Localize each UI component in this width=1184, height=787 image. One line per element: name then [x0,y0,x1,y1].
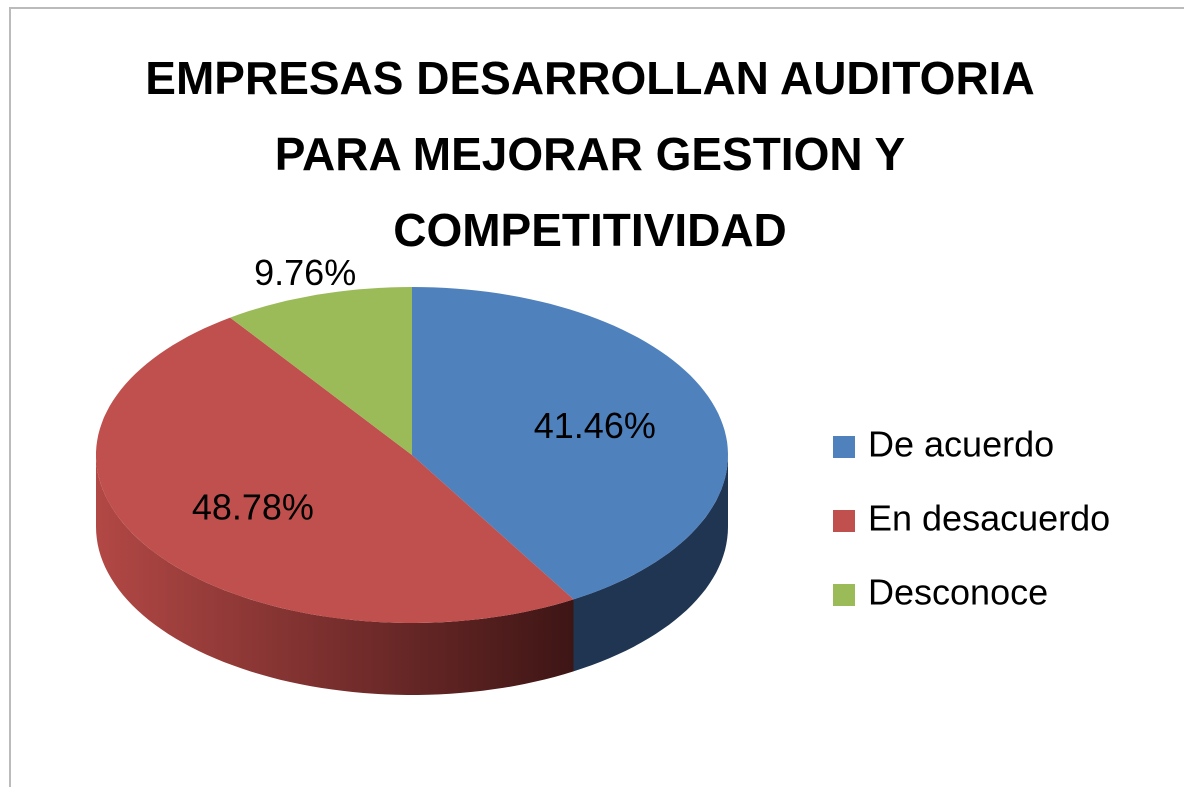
data-label: 9.76% [254,252,356,293]
legend-swatch [833,436,855,458]
legend-swatch [833,510,855,532]
data-label: 48.78% [192,486,314,527]
chart-border [9,7,1184,787]
slice-side [96,455,574,695]
data-label: 41.46% [534,405,656,446]
slice [230,287,412,455]
legend-swatch [833,584,855,606]
legend-label: Desconoce [868,572,1048,613]
slice [96,317,574,623]
slice-side [573,455,728,672]
chart-title: EMPRESAS DESARROLLAN AUDITORIA PARA MEJO… [145,52,1035,256]
slice [412,287,728,600]
legend-label: En desacuerdo [868,498,1110,539]
legend-label: De acuerdo [868,424,1054,465]
